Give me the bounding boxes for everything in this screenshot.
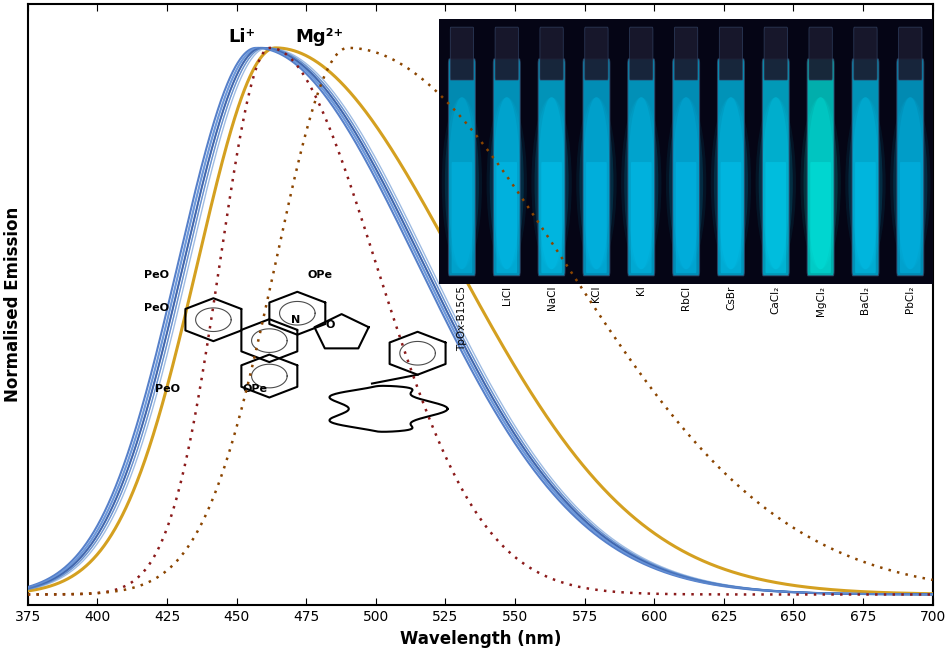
- Y-axis label: Normalised Emission: Normalised Emission: [4, 207, 22, 402]
- Text: Mg²⁺: Mg²⁺: [295, 29, 343, 46]
- X-axis label: Wavelength (nm): Wavelength (nm): [400, 630, 560, 648]
- Text: Li⁺: Li⁺: [228, 29, 256, 46]
